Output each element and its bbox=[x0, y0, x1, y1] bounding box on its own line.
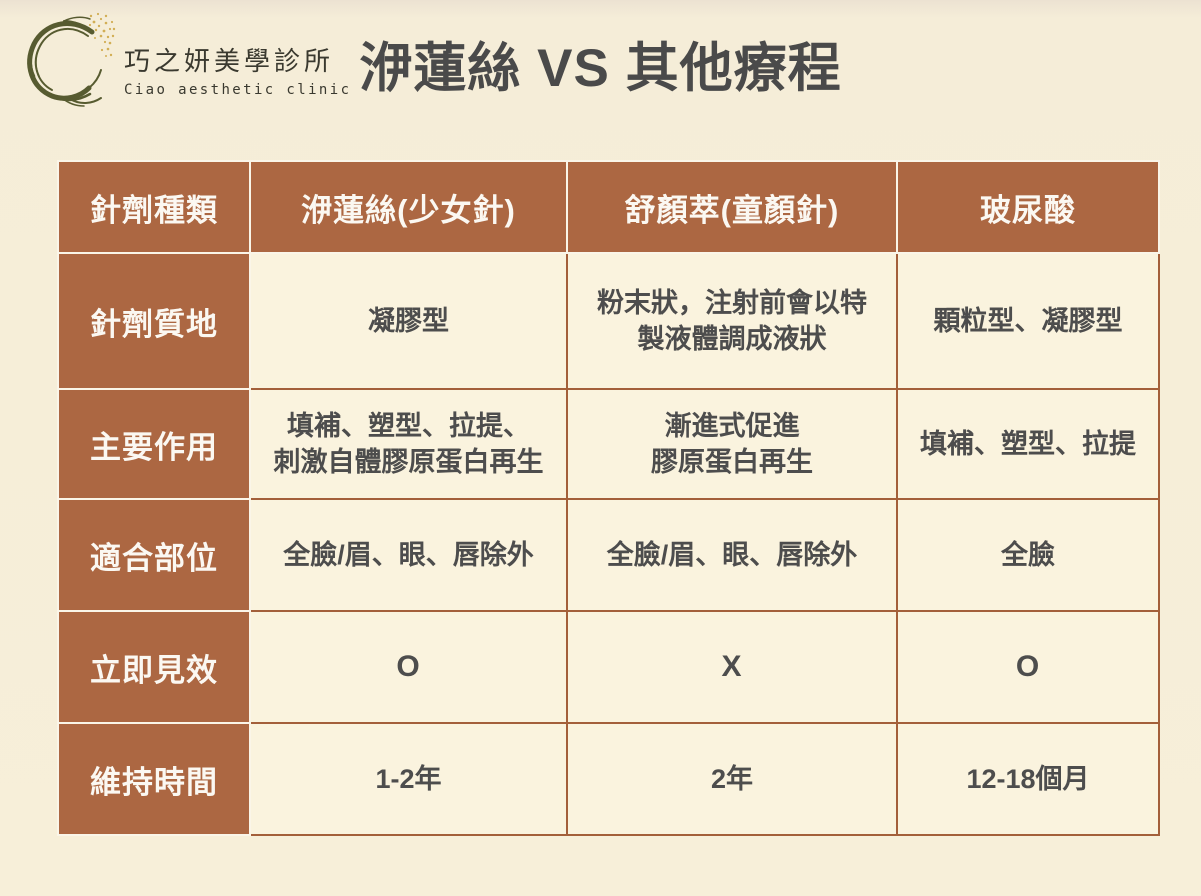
column-header-sculptra: 舒顏萃(童顏針) bbox=[566, 160, 898, 254]
column-header-ellanse: 洢蓮絲(少女針) bbox=[249, 160, 568, 254]
clinic-brand: 巧之妍美學診所 Ciao aesthetic clinic bbox=[18, 10, 351, 110]
table-cell: 1-2年 bbox=[249, 722, 568, 836]
table-cell: 漸進式促進 膠原蛋白再生 bbox=[566, 388, 898, 500]
table-cell-mark: X bbox=[566, 610, 898, 724]
page-header: 巧之妍美學診所 Ciao aesthetic clinic 洢蓮絲 VS 其他療… bbox=[0, 0, 1201, 160]
row-label-instant-effect: 立即見效 bbox=[57, 610, 251, 724]
row-label-duration: 維持時間 bbox=[57, 722, 251, 836]
table-cell: 12-18個月 bbox=[896, 722, 1160, 836]
table-cell: 凝膠型 bbox=[249, 252, 568, 390]
table-row: 維持時間 1-2年 2年 12-18個月 bbox=[57, 722, 1160, 836]
table-cell-mark: O bbox=[249, 610, 568, 724]
column-header-category: 針劑種類 bbox=[57, 160, 251, 254]
comparison-table: 針劑種類 洢蓮絲(少女針) 舒顏萃(童顏針) 玻尿酸 針劑質地 凝膠型 粉末狀，… bbox=[57, 160, 1160, 836]
table-cell: 2年 bbox=[566, 722, 898, 836]
gold-seeds bbox=[88, 12, 116, 57]
table-row: 立即見效 O X O bbox=[57, 610, 1160, 724]
table-cell: 填補、塑型、拉提 bbox=[896, 388, 1160, 500]
brand-text: 巧之妍美學診所 Ciao aesthetic clinic bbox=[124, 41, 351, 98]
table-cell: 粉末狀，注射前會以特 製液體調成液狀 bbox=[566, 252, 898, 390]
table-cell: 全臉/眉、眼、唇除外 bbox=[566, 498, 898, 612]
table-row: 主要作用 填補、塑型、拉提、 刺激自體膠原蛋白再生 漸進式促進 膠原蛋白再生 填… bbox=[57, 388, 1160, 500]
row-label-suitable-area: 適合部位 bbox=[57, 498, 251, 612]
row-label-main-effect: 主要作用 bbox=[57, 388, 251, 500]
brand-name: 巧之妍美學診所 bbox=[124, 45, 335, 76]
brand-subtitle: Ciao aesthetic clinic bbox=[124, 81, 352, 98]
row-label-texture: 針劑質地 bbox=[57, 252, 251, 390]
table-cell: 顆粒型、凝膠型 bbox=[896, 252, 1160, 390]
table-cell: 填補、塑型、拉提、 刺激自體膠原蛋白再生 bbox=[249, 388, 568, 500]
page-title: 洢蓮絲 VS 其他療程 bbox=[359, 39, 842, 98]
table-row: 適合部位 全臉/眉、眼、唇除外 全臉/眉、眼、唇除外 全臉 bbox=[57, 498, 1160, 612]
column-header-hyaluronic-acid: 玻尿酸 bbox=[896, 160, 1160, 254]
table-cell: 全臉 bbox=[896, 498, 1160, 612]
wreath-branch-icon bbox=[27, 12, 116, 107]
table-cell-mark: O bbox=[896, 610, 1160, 724]
table-row: 針劑質地 凝膠型 粉末狀，注射前會以特 製液體調成液狀 顆粒型、凝膠型 bbox=[57, 252, 1160, 390]
table-cell: 全臉/眉、眼、唇除外 bbox=[249, 498, 568, 612]
table-header-row: 針劑種類 洢蓮絲(少女針) 舒顏萃(童顏針) 玻尿酸 bbox=[57, 160, 1160, 254]
